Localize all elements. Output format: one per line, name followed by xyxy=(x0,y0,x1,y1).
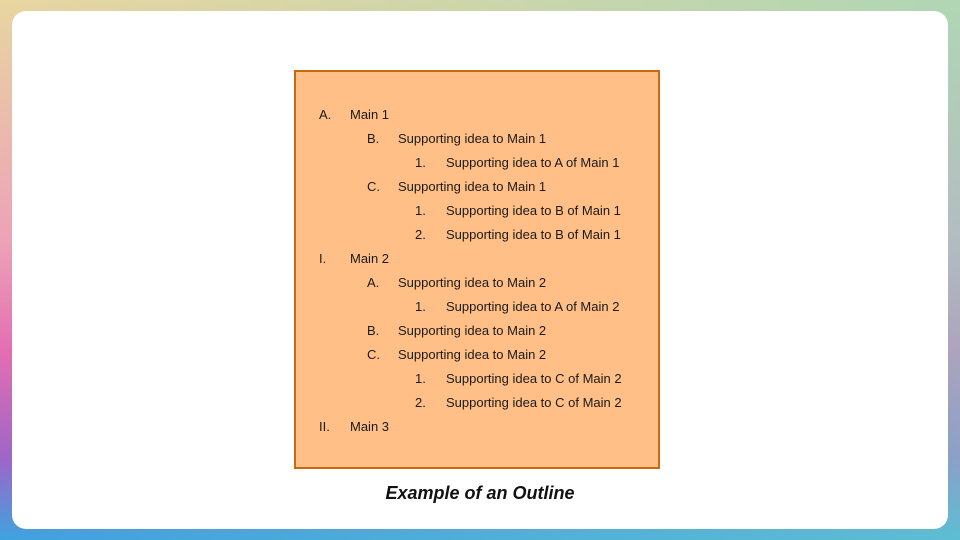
outline-item-text: Main 3 xyxy=(350,419,390,434)
outline-item-text: Supporting idea to B of Main 1 xyxy=(446,227,621,242)
outline-item-marker: II. xyxy=(319,419,330,434)
outline-item-marker: A. xyxy=(319,107,332,122)
outline-item-text: Main 2 xyxy=(350,251,390,266)
outline-item-text: Supporting idea to Main 2 xyxy=(398,323,547,338)
outline-item-marker: 1. xyxy=(415,299,426,314)
outline-item-text: Main 1 xyxy=(350,107,390,122)
outline-item-marker: 2. xyxy=(415,395,426,410)
outline-item-marker: C. xyxy=(367,179,380,194)
outline-item-marker: I. xyxy=(319,251,327,266)
outline-item-marker: 1. xyxy=(415,155,426,170)
outline-item-marker: 1. xyxy=(415,203,426,218)
outline-item-marker: B. xyxy=(367,131,380,146)
outline-item-marker: C. xyxy=(367,347,380,362)
outline-item-text: Supporting idea to C of Main 2 xyxy=(446,371,622,386)
outline-item-text: Supporting idea to A of Main 1 xyxy=(446,155,620,170)
outline-item-marker: 1. xyxy=(415,371,426,386)
outline-item-text: Supporting idea to Main 2 xyxy=(398,275,547,290)
slide: A. Main 1 B. Supporting idea to Main 1 1. Sup… xyxy=(12,11,948,529)
outline-item-text: Supporting idea to C of Main 2 xyxy=(446,395,622,410)
outline-box: A. Main 1 B. Supporting idea to Main 1 1. Sup… xyxy=(294,70,660,469)
outline-item-text: Supporting idea to Main 1 xyxy=(398,131,547,146)
outline-item-text: Supporting idea to B of Main 1 xyxy=(446,203,621,218)
outline-item-marker: A. xyxy=(367,275,380,290)
outline-item-text: Supporting idea to Main 1 xyxy=(398,179,547,194)
outline-item-marker: B. xyxy=(367,323,380,338)
outline-caption: Example of an Outline xyxy=(385,483,575,503)
outline-item-text: Supporting idea to Main 2 xyxy=(398,347,547,362)
outline-item-text: Supporting idea to A of Main 2 xyxy=(446,299,620,314)
outline-item-marker: 2. xyxy=(415,227,426,242)
